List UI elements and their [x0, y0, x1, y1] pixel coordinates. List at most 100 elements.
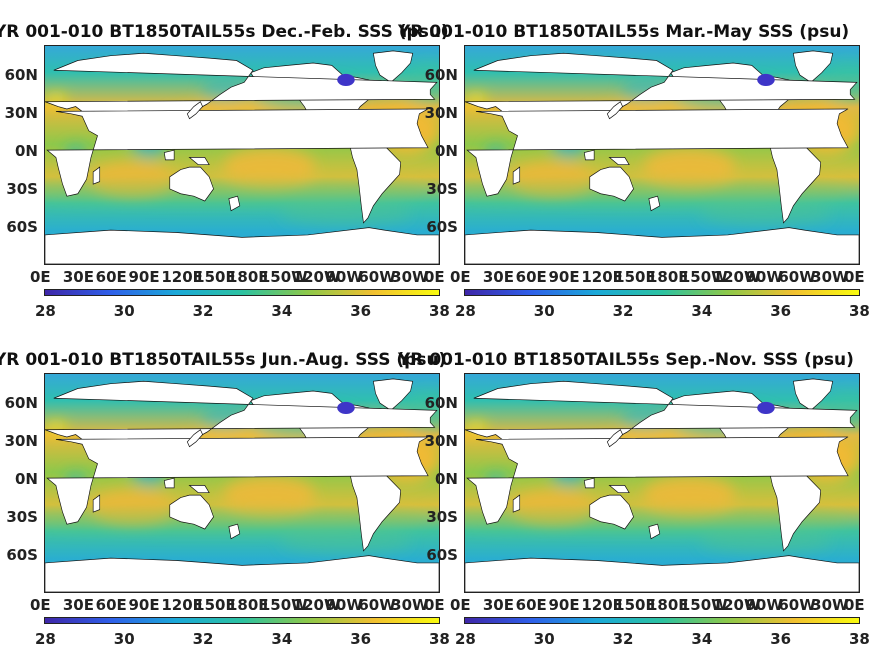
salinity-blob: [465, 179, 848, 204]
land-australia: [589, 166, 634, 202]
salinity-blob: [45, 179, 428, 204]
x-tick-label: 60W: [358, 596, 396, 614]
colorbar-tick-label: 36: [770, 302, 792, 320]
x-tick-label: 30E: [62, 596, 94, 614]
land-antarctica: [45, 227, 439, 264]
land-antarctica: [465, 227, 859, 264]
x-tick-label: 60W: [778, 596, 816, 614]
colorbar: [464, 617, 860, 624]
colorbar-tick-label: 36: [350, 630, 372, 648]
colorbar-tick-label: 38: [429, 630, 450, 648]
x-tick-label: 150W: [679, 596, 728, 614]
y-tick-label: 30N: [4, 104, 38, 122]
y-tick-label: 30S: [6, 180, 38, 198]
x-tick-label: 120E: [581, 268, 623, 286]
land-africa: [46, 436, 429, 525]
x-tick-label: 180E: [647, 596, 689, 614]
x-tick-label: 180E: [227, 268, 269, 286]
colorbar-tick-label: 28: [455, 302, 476, 320]
land-madagascar: [512, 166, 521, 185]
land-africa: [466, 108, 849, 197]
x-tick-label: 150E: [194, 596, 236, 614]
map-canvas: [465, 46, 859, 264]
land-japan: [606, 429, 623, 448]
land-newGuinea: [188, 157, 210, 166]
panel-title: YR 001-010 BT1850TAIL55s Mar.-May SSS (p…: [398, 22, 850, 42]
y-tick-label: 60S: [6, 546, 38, 564]
colorbar-tick-label: 36: [350, 302, 372, 320]
colorbar: [44, 289, 440, 296]
colorbar-tick-label: 34: [691, 630, 713, 648]
land-madagascar: [92, 494, 101, 513]
land-australia: [169, 494, 214, 530]
hudson-bay-low: [337, 401, 355, 414]
map-panel-4: YR 001-010 BT1850TAIL55s Sep.-Nov. SSS (…: [398, 328, 870, 658]
land-newGuinea: [188, 485, 210, 494]
x-tick-label: 180E: [227, 596, 269, 614]
colorbar-tick-label: 28: [455, 630, 476, 648]
colorbar-tick-label: 36: [770, 630, 792, 648]
colorbar: [464, 289, 860, 296]
x-tick-label: 30E: [482, 268, 514, 286]
y-tick-label: 60N: [4, 66, 38, 84]
x-tick-label: 60E: [515, 268, 547, 286]
colorbar-tick-label: 38: [849, 302, 870, 320]
map-canvas: [45, 46, 439, 264]
land-newGuinea: [608, 485, 630, 494]
salinity-blob: [280, 529, 412, 554]
land-masses: [465, 378, 859, 592]
y-tick-label: 60N: [4, 394, 38, 412]
x-tick-label: 60E: [515, 596, 547, 614]
x-tick-label: 0E: [424, 268, 445, 286]
x-tick-label: 120W: [712, 596, 761, 614]
x-tick-label: 90W: [325, 596, 363, 614]
x-tick-label: 60E: [95, 596, 127, 614]
x-tick-label: 90E: [128, 268, 160, 286]
colorbar: [44, 617, 440, 624]
land-greenland: [792, 378, 834, 411]
map-panel-3: YR 001-010 BT1850TAIL55s Jun.-Aug. SSS (…: [0, 328, 450, 658]
salinity-blob: [700, 201, 832, 226]
x-tick-label: 60E: [95, 268, 127, 286]
y-tick-label: 60S: [6, 218, 38, 236]
x-tick-label: 150W: [679, 268, 728, 286]
y-tick-label: 60N: [424, 394, 458, 412]
panel-title: YR 001-010 BT1850TAIL55s Jun.-Aug. SSS (…: [0, 350, 447, 370]
x-tick-label: 30W: [391, 268, 429, 286]
hudson-bay-low: [757, 401, 775, 414]
x-tick-label: 0E: [450, 268, 471, 286]
land-newGuinea: [608, 157, 630, 166]
colorbar-tick-label: 28: [35, 302, 56, 320]
colorbar-tick-label: 28: [35, 630, 56, 648]
x-tick-label: 90W: [745, 268, 783, 286]
salinity-blob: [700, 529, 832, 554]
colorbar-tick-label: 32: [192, 302, 214, 320]
x-tick-label: 0E: [424, 596, 445, 614]
salinity-blob: [280, 201, 412, 226]
land-greenland: [372, 378, 414, 411]
land-africa: [46, 108, 429, 197]
x-tick-label: 0E: [450, 596, 471, 614]
salinity-map: [44, 373, 440, 593]
colorbar-tick-label: 30: [533, 302, 555, 320]
map-canvas: [45, 374, 439, 592]
salinity-map: [44, 45, 440, 265]
x-tick-label: 30E: [62, 268, 94, 286]
colorbar-tick-label: 30: [113, 630, 135, 648]
x-tick-label: 90E: [548, 268, 580, 286]
hudson-bay-low: [337, 73, 355, 86]
x-tick-label: 90W: [325, 268, 363, 286]
y-tick-label: 0N: [435, 142, 458, 160]
land-madagascar: [512, 494, 521, 513]
land-greenland: [792, 50, 834, 83]
x-tick-label: 150E: [614, 268, 656, 286]
colorbar-tick-label: 34: [271, 630, 293, 648]
colorbar-tick-label: 30: [533, 630, 555, 648]
x-tick-label: 30W: [391, 596, 429, 614]
land-newZealand: [228, 195, 241, 212]
x-tick-label: 150E: [614, 596, 656, 614]
land-newZealand: [648, 523, 661, 540]
land-madagascar: [92, 166, 101, 185]
x-tick-label: 30E: [482, 596, 514, 614]
hudson-bay-low: [757, 73, 775, 86]
